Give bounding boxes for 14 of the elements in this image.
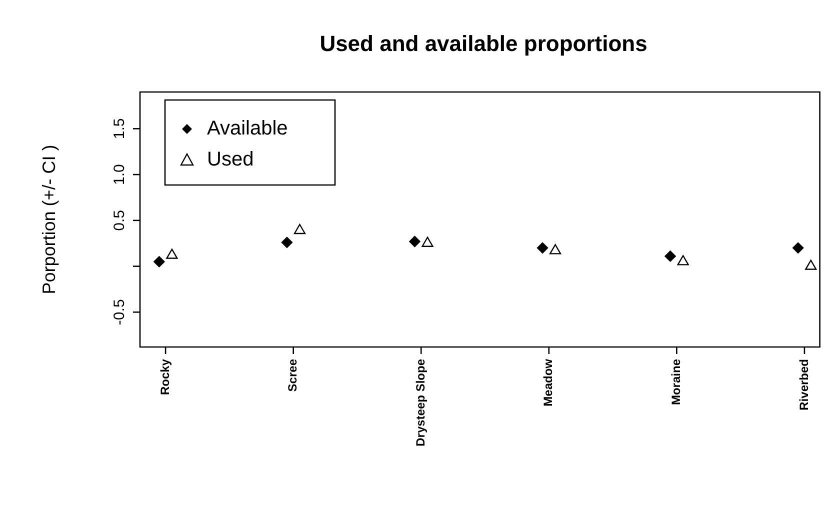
x-tick-label: Scree <box>286 358 300 392</box>
legend-label: Available <box>207 118 288 140</box>
y-tick-label: 0.5 <box>111 210 128 231</box>
x-tick-label: Rocky <box>158 358 172 396</box>
x-tick-label: Moraine <box>668 358 683 406</box>
y-axis-title: Porportion (+/- CI ) <box>38 144 59 294</box>
x-tick-label: Drysteep Slope <box>413 358 428 446</box>
chart-title: Used and available proportions <box>320 31 648 56</box>
y-tick-label: 1.5 <box>111 118 128 140</box>
legend-label: Used <box>207 148 254 171</box>
x-tick-label: Meadow <box>541 358 556 406</box>
y-tick-label: 1.0 <box>111 164 128 185</box>
x-tick-label: Riverbed <box>796 359 811 410</box>
y-tick-label: -0.5 <box>111 299 128 326</box>
